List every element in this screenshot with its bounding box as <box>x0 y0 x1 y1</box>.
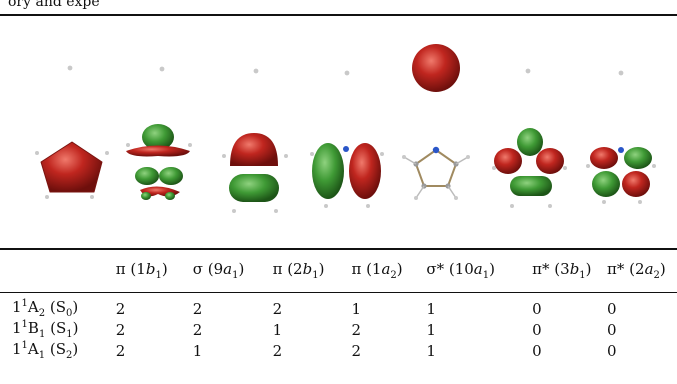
figure-table-rule <box>0 248 677 250</box>
col-header: π* (3b1) <box>532 259 592 281</box>
occupation-cell: 2 <box>351 320 361 339</box>
state-label: 11A1 (S2) <box>12 340 79 361</box>
corner-cell <box>0 250 116 290</box>
table-row: 11B1 (S1) 2 2 1 2 1 0 0 <box>0 319 677 340</box>
state-label: 11A2 (S0) <box>12 298 79 319</box>
occupation-cell: 1 <box>426 320 436 339</box>
pi-2b1-orbital <box>222 68 288 213</box>
occupation-cell: 2 <box>192 299 203 318</box>
occupation-cell: 2 <box>192 320 203 339</box>
occupation-cell: 0 <box>607 299 617 318</box>
occupation-cell: 2 <box>272 341 283 360</box>
occupation-table: π (1b1) σ (9a1) π (2b1) π (1a2) σ* (10a1… <box>0 250 677 362</box>
pi-1b1-orbital <box>35 65 109 199</box>
occupation-cell: 1 <box>426 341 436 360</box>
col-header: π (2b1) <box>272 259 325 281</box>
col-header: σ* (10a1) <box>426 259 495 281</box>
sigma-star-10a1-orbital <box>402 44 470 200</box>
sigma-9a1-orbital <box>126 66 192 200</box>
occupation-cell: 2 <box>351 341 361 360</box>
state-label: 11B1 (S1) <box>12 319 79 340</box>
header-rule <box>0 292 677 293</box>
occupation-cell: 0 <box>532 341 542 360</box>
occupation-cell: 2 <box>272 299 283 318</box>
occupation-cell: 2 <box>115 341 126 360</box>
top-rule <box>0 14 677 16</box>
orbital-figure <box>35 44 656 213</box>
occupation-cell: 1 <box>426 299 436 318</box>
table-row: 11A2 (S0) 2 2 2 1 1 0 0 <box>0 290 677 319</box>
pi-star-3b1-orbital <box>492 68 567 208</box>
caption-fragment: ory and expe <box>8 0 100 10</box>
pi-1a2-orbital <box>310 70 384 208</box>
occupation-cell: 2 <box>115 299 126 318</box>
occupation-cell: 0 <box>532 320 542 339</box>
occupation-cell: 0 <box>607 320 617 339</box>
pi-star-2a2-orbital <box>586 70 656 204</box>
occupation-cell: 1 <box>351 299 361 318</box>
table-row: 11A1 (S2) 2 1 2 2 1 0 0 <box>0 340 677 361</box>
header-row: π (1b1) σ (9a1) π (2b1) π (1a2) σ* (10a1… <box>0 250 677 290</box>
occupation-cell: 1 <box>192 341 203 360</box>
occupation-cell: 0 <box>532 299 542 318</box>
occupation-cell: 0 <box>607 341 617 360</box>
col-header: π (1b1) <box>115 259 168 281</box>
col-header: σ (9a1) <box>192 259 245 281</box>
col-header: π* (2a2) <box>607 259 666 281</box>
occupation-cell: 2 <box>115 320 126 339</box>
col-header: π (1a2) <box>351 259 403 281</box>
occupation-cell: 1 <box>272 320 283 339</box>
